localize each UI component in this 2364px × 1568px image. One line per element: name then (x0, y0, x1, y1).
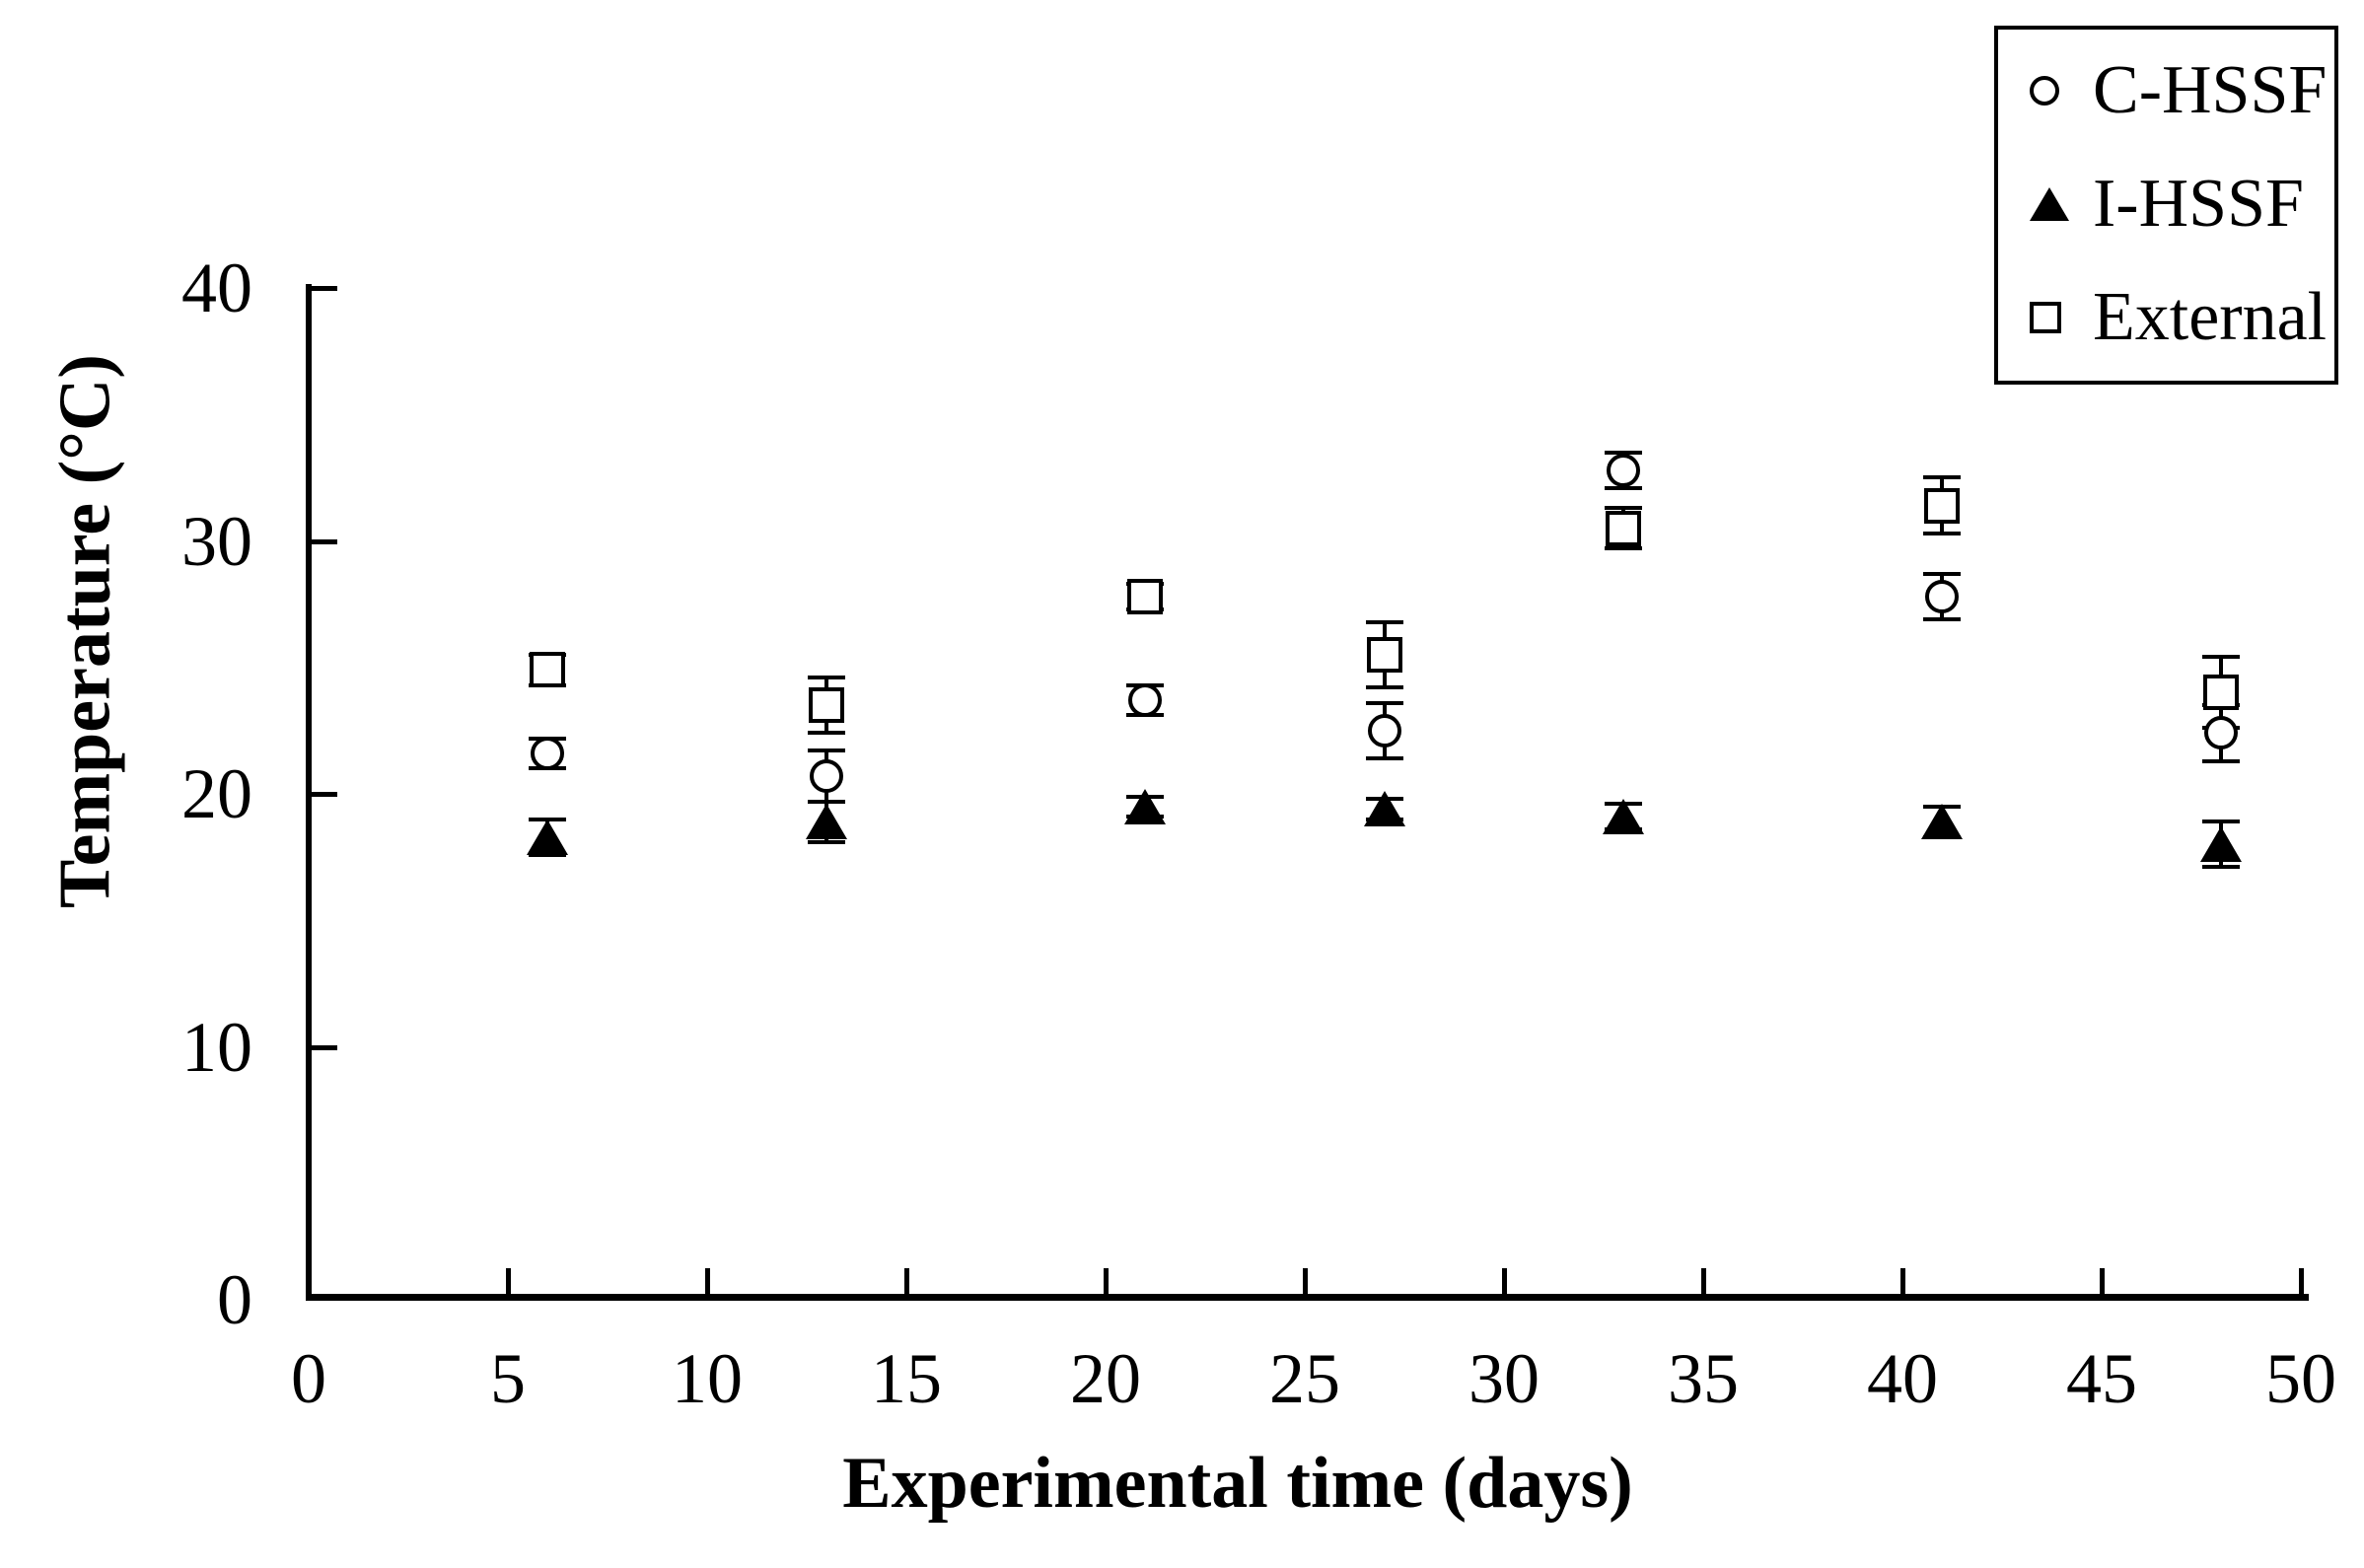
x-tick-label: 40 (1867, 1339, 1938, 1418)
x-tick-label: 35 (1668, 1339, 1739, 1418)
I-HSSF-point (1363, 791, 1405, 827)
error-bar-cap-bottom (808, 731, 846, 736)
error-bar-cap-top (808, 799, 846, 804)
error-bar-cap-bottom (1365, 756, 1403, 761)
legend-row-c-hssf: C-HSSF (1998, 53, 2334, 128)
filled-triangle-marker-icon (2030, 187, 2093, 221)
legend-row-external: External (1998, 280, 2334, 355)
error-bar-cap-top (2202, 655, 2241, 660)
C-HSSF-point (1128, 683, 1163, 718)
error-bar-cap-top (2202, 820, 2241, 824)
y-tick (312, 792, 337, 797)
y-tick-label: 40 (181, 249, 252, 327)
error-bar-cap-top (1365, 619, 1403, 624)
External-point (1366, 636, 1402, 673)
error-bar-cap-top (1923, 571, 1962, 576)
x-tick (705, 1268, 710, 1294)
legend-row-i-hssf: I-HSSF (1998, 167, 2334, 242)
y-tick-label: 30 (181, 501, 252, 581)
x-tick (1502, 1268, 1507, 1294)
x-tick-label: 25 (1269, 1339, 1340, 1418)
y-tick-label: 10 (181, 1007, 252, 1087)
x-tick (1701, 1268, 1706, 1294)
I-HSSF-point (1921, 804, 1964, 840)
x-tick-label: 15 (871, 1339, 942, 1418)
legend: C-HSSF I-HSSF External (1994, 26, 2338, 385)
C-HSSF-point (531, 736, 565, 770)
error-bar-cap-top (808, 676, 846, 679)
error-bar-cap-bottom (808, 839, 846, 844)
legend-label-external: External (2093, 279, 2328, 355)
x-tick (904, 1268, 909, 1294)
External-point (1606, 510, 1642, 546)
External-point (1924, 487, 1961, 524)
x-tick-label: 10 (672, 1339, 743, 1418)
x-axis-line (306, 1294, 2309, 1301)
error-bar-cap-bottom (1923, 617, 1962, 621)
x-tick-label: 5 (490, 1339, 526, 1418)
C-HSSF-point (1925, 579, 1960, 613)
x-tick-label: 50 (2265, 1339, 2336, 1418)
open-square-marker-icon (2030, 302, 2093, 333)
error-bar-cap-bottom (1605, 546, 1643, 551)
External-point (2203, 675, 2240, 711)
error-bar-cap-top (1605, 506, 1643, 511)
x-tick (2100, 1268, 2105, 1294)
error-bar-cap-top (1923, 475, 1962, 480)
legend-label-c-hssf: C-HSSF (2093, 52, 2328, 128)
x-axis-title: Experimental time (days) (842, 1443, 1633, 1524)
error-bar-cap-bottom (2202, 758, 2241, 763)
error-bar-cap-bottom (1923, 531, 1962, 535)
External-point (809, 687, 845, 724)
error-bar-cap-top (1365, 700, 1403, 705)
x-tick (506, 1268, 511, 1294)
x-tick (1303, 1268, 1308, 1294)
I-HSSF-point (1124, 788, 1167, 824)
C-HSSF-point (810, 759, 844, 794)
External-point (1127, 578, 1164, 614)
y-tick (312, 1044, 337, 1050)
x-tick-label: 0 (291, 1339, 326, 1418)
C-HSSF-point (1367, 713, 1401, 748)
y-axis-line (306, 284, 312, 1301)
error-bar-cap-bottom (1365, 685, 1403, 690)
error-bar-cap-bottom (1605, 485, 1643, 490)
C-HSSF-point (1607, 453, 1641, 487)
I-HSSF-point (806, 804, 848, 840)
open-circle-marker-icon (2030, 76, 2093, 106)
External-point (530, 652, 566, 688)
I-HSSF-point (2200, 826, 2243, 863)
x-tick-label: 45 (2066, 1339, 2137, 1418)
y-tick-label: 0 (217, 1260, 252, 1339)
x-tick (1104, 1268, 1109, 1294)
x-tick (1900, 1268, 1905, 1294)
I-HSSF-point (1603, 799, 1645, 835)
legend-label-i-hssf: I-HSSF (2093, 166, 2304, 242)
error-bar-cap-top (1605, 450, 1643, 455)
x-tick-label: 20 (1070, 1339, 1141, 1418)
error-bar-cap-top (808, 748, 846, 753)
y-tick (312, 286, 337, 291)
y-tick-label: 20 (181, 754, 252, 833)
error-bar-cap-bottom (2202, 865, 2241, 870)
x-tick-label: 30 (1469, 1339, 1540, 1418)
x-tick (2299, 1268, 2304, 1294)
y-tick (312, 538, 337, 544)
I-HSSF-point (527, 819, 569, 855)
C-HSSF-point (2204, 716, 2239, 750)
